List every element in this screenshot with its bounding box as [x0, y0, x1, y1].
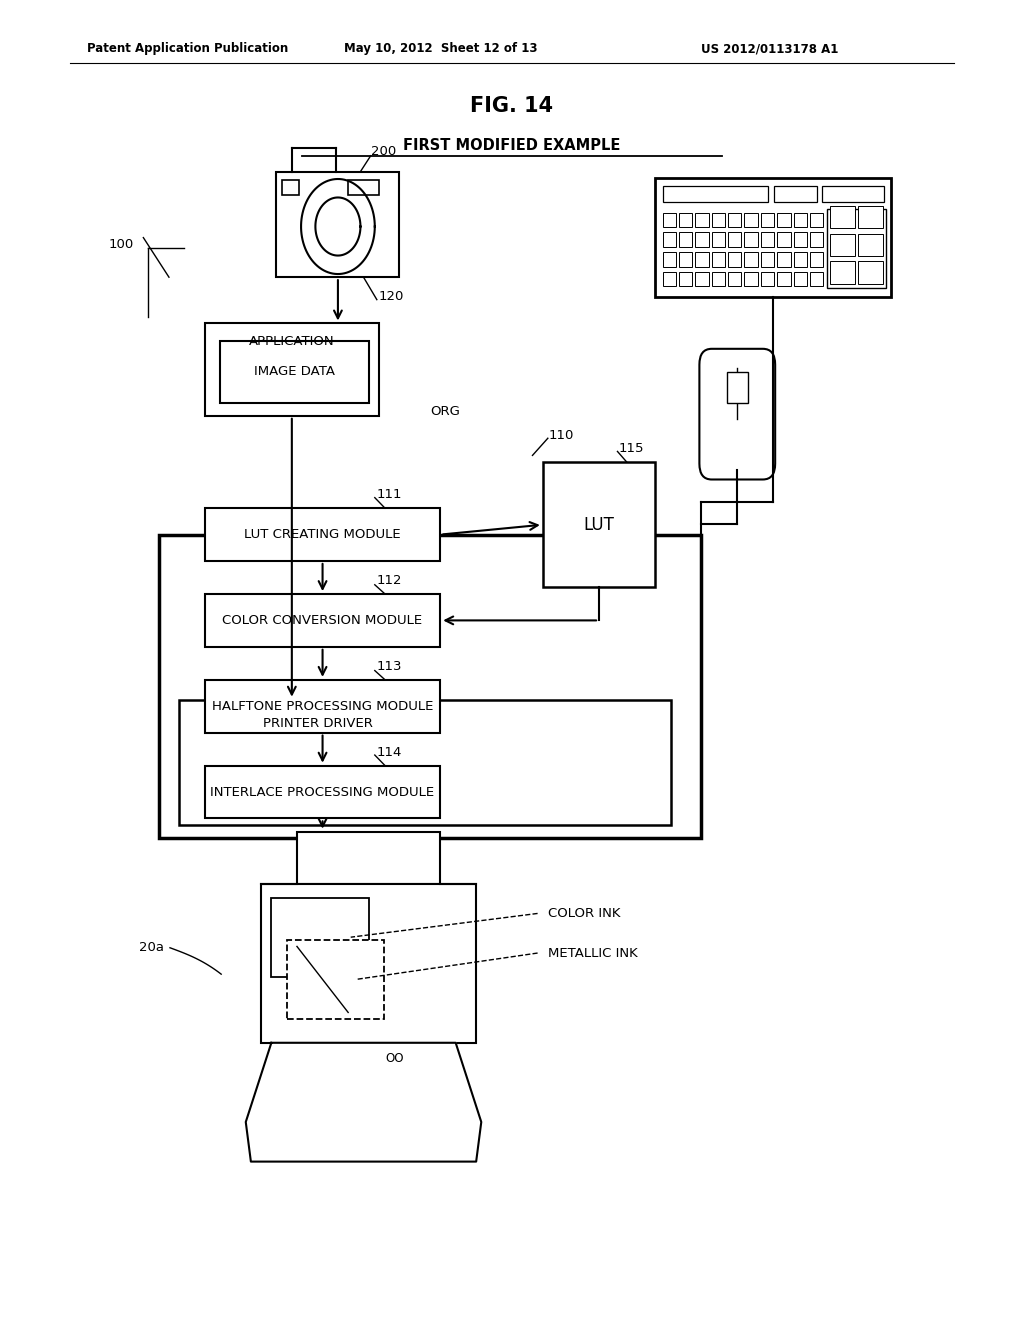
Bar [761, 213, 774, 227]
Bar [663, 252, 676, 267]
Bar [205, 323, 379, 416]
Bar [282, 180, 299, 195]
Bar [810, 232, 823, 247]
Bar [205, 680, 440, 733]
Text: 200: 200 [372, 145, 396, 158]
Text: FIRST MODIFIED EXAMPLE: FIRST MODIFIED EXAMPLE [403, 137, 621, 153]
Text: COLOR CONVERSION MODULE: COLOR CONVERSION MODULE [222, 614, 423, 627]
Bar [794, 252, 807, 267]
Text: OO: OO [385, 1052, 403, 1065]
Bar [858, 206, 883, 228]
Text: 112: 112 [377, 574, 401, 587]
Text: ORG: ORG [430, 405, 460, 418]
Bar [287, 940, 384, 1019]
Bar [761, 252, 774, 267]
Bar [695, 252, 709, 267]
Bar [712, 232, 725, 247]
Bar [858, 234, 883, 256]
Bar [810, 252, 823, 267]
Text: FIG. 14: FIG. 14 [470, 95, 554, 116]
Bar [679, 272, 692, 286]
Text: 115: 115 [620, 442, 644, 455]
Text: INTERLACE PROCESSING MODULE: INTERLACE PROCESSING MODULE [211, 785, 434, 799]
Bar [712, 272, 725, 286]
Text: US 2012/0113178 A1: US 2012/0113178 A1 [701, 42, 839, 55]
Bar [271, 898, 369, 977]
Bar [679, 213, 692, 227]
Bar [744, 232, 758, 247]
Bar [761, 272, 774, 286]
Text: 20a: 20a [139, 941, 164, 954]
Text: May 10, 2012  Sheet 12 of 13: May 10, 2012 Sheet 12 of 13 [344, 42, 537, 55]
Bar [830, 234, 855, 256]
Bar [712, 252, 725, 267]
Bar [830, 261, 855, 284]
Bar [794, 232, 807, 247]
Bar [794, 272, 807, 286]
Text: HALFTONE PROCESSING MODULE: HALFTONE PROCESSING MODULE [212, 700, 433, 713]
Bar [810, 213, 823, 227]
Bar [695, 213, 709, 227]
Text: 100: 100 [109, 238, 133, 251]
Bar [261, 884, 476, 1043]
Bar [205, 594, 440, 647]
Bar [810, 272, 823, 286]
Bar [663, 213, 676, 227]
Bar [348, 180, 379, 195]
Bar [744, 252, 758, 267]
Bar [777, 213, 791, 227]
Bar [663, 186, 768, 202]
Bar [205, 508, 440, 561]
Bar [774, 186, 817, 202]
Bar [663, 232, 676, 247]
Bar [794, 213, 807, 227]
Bar [744, 213, 758, 227]
Bar [695, 232, 709, 247]
Bar [761, 232, 774, 247]
Bar [777, 272, 791, 286]
Text: 113: 113 [377, 660, 401, 673]
Text: IMAGE DATA: IMAGE DATA [254, 366, 335, 378]
Bar [159, 535, 701, 838]
Bar [827, 209, 886, 288]
Bar [728, 213, 741, 227]
Bar [727, 372, 748, 403]
Bar [728, 232, 741, 247]
Bar [777, 252, 791, 267]
Bar [663, 272, 676, 286]
Bar [179, 700, 671, 825]
Text: COLOR INK: COLOR INK [548, 907, 621, 920]
Bar [695, 272, 709, 286]
Text: METALLIC INK: METALLIC INK [548, 946, 638, 960]
Bar [679, 232, 692, 247]
Bar [858, 261, 883, 284]
Bar [655, 178, 891, 297]
Bar [220, 341, 369, 403]
Bar [728, 272, 741, 286]
Bar [830, 206, 855, 228]
Bar [744, 272, 758, 286]
Text: 114: 114 [377, 746, 401, 759]
Bar [777, 232, 791, 247]
Text: LUT: LUT [584, 516, 614, 533]
Text: Patent Application Publication: Patent Application Publication [87, 42, 289, 55]
Bar [543, 462, 655, 587]
Text: APPLICATION: APPLICATION [249, 335, 335, 348]
Bar [297, 832, 440, 884]
Polygon shape [246, 1043, 481, 1162]
Bar [205, 766, 440, 818]
Text: 120: 120 [379, 290, 403, 304]
Bar [679, 252, 692, 267]
Text: 110: 110 [549, 429, 573, 442]
Bar [712, 213, 725, 227]
Bar [276, 172, 399, 277]
Text: 111: 111 [377, 488, 401, 502]
Bar [728, 252, 741, 267]
Text: PRINTER DRIVER: PRINTER DRIVER [263, 717, 373, 730]
FancyBboxPatch shape [699, 348, 775, 479]
Text: LUT CREATING MODULE: LUT CREATING MODULE [245, 528, 400, 541]
Bar [822, 186, 884, 202]
